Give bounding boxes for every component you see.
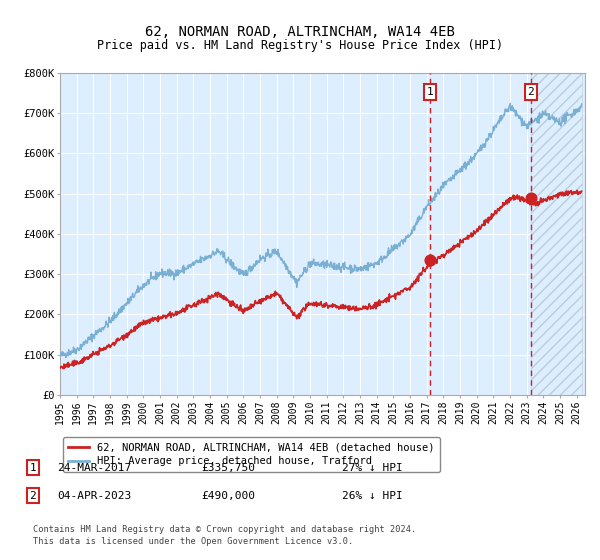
Text: 26% ↓ HPI: 26% ↓ HPI (342, 491, 403, 501)
Text: 1: 1 (427, 87, 434, 97)
Text: £335,750: £335,750 (201, 463, 255, 473)
Text: 1: 1 (29, 463, 37, 473)
Text: 24-MAR-2017: 24-MAR-2017 (57, 463, 131, 473)
Text: Contains HM Land Registry data © Crown copyright and database right 2024.
This d: Contains HM Land Registry data © Crown c… (33, 525, 416, 546)
Text: 27% ↓ HPI: 27% ↓ HPI (342, 463, 403, 473)
Point (526, 193, 536, 202)
Text: £490,000: £490,000 (201, 491, 255, 501)
Legend: 62, NORMAN ROAD, ALTRINCHAM, WA14 4EB (detached house), HPI: Average price, deta: 62, NORMAN ROAD, ALTRINCHAM, WA14 4EB (d… (62, 437, 440, 472)
Text: Price paid vs. HM Land Registry's House Price Index (HPI): Price paid vs. HM Land Registry's House … (97, 39, 503, 52)
Point (425, 255, 435, 264)
Text: 2: 2 (29, 491, 37, 501)
Text: 62, NORMAN ROAD, ALTRINCHAM, WA14 4EB: 62, NORMAN ROAD, ALTRINCHAM, WA14 4EB (145, 25, 455, 39)
Text: 04-APR-2023: 04-APR-2023 (57, 491, 131, 501)
Text: 2: 2 (527, 87, 535, 97)
